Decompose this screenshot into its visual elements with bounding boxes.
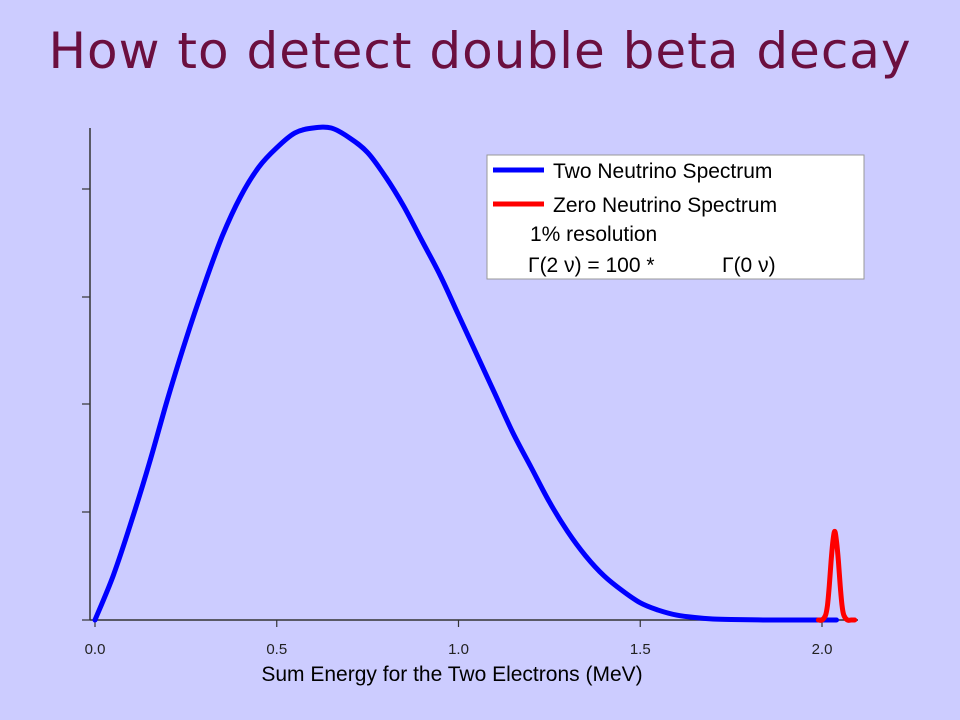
x-tick-label: 0.5 — [266, 641, 287, 658]
legend-label-two-neutrino: Two Neutrino Spectrum — [553, 160, 772, 183]
legend: Two Neutrino Spectrum Zero Neutrino Spec… — [486, 154, 865, 280]
y-ticks — [82, 188, 90, 621]
y-axis — [82, 128, 91, 621]
legend-note-resolution: 1% resolution — [530, 223, 657, 246]
plot-area — [92, 124, 858, 623]
x-tick-label: 2.0 — [812, 641, 833, 658]
series-line-two-neutrino — [92, 124, 839, 623]
x-ticks: 0.0 0.5 1.0 1.5 2.0 — [85, 620, 833, 658]
x-axis-title: Sum Energy for the Two Electrons (MeV) — [261, 663, 642, 686]
legend-label-zero-neutrino: Zero Neutrino Spectrum — [553, 194, 777, 217]
x-tick-label: 1.5 — [630, 641, 651, 658]
x-tick-label: 0.0 — [85, 641, 106, 658]
legend-box — [486, 154, 865, 280]
legend-note-gamma-0nu: Γ(0 ν) — [722, 254, 776, 277]
series-line-zero-neutrino — [815, 528, 858, 623]
x-axis: 0.0 0.5 1.0 1.5 2.0 — [85, 619, 858, 658]
slide-title: How to detect double beta decay — [48, 22, 912, 80]
legend-note-gamma-2nu: Γ(2 ν) = 100 * — [528, 254, 655, 277]
x-tick-label: 1.0 — [448, 641, 469, 658]
